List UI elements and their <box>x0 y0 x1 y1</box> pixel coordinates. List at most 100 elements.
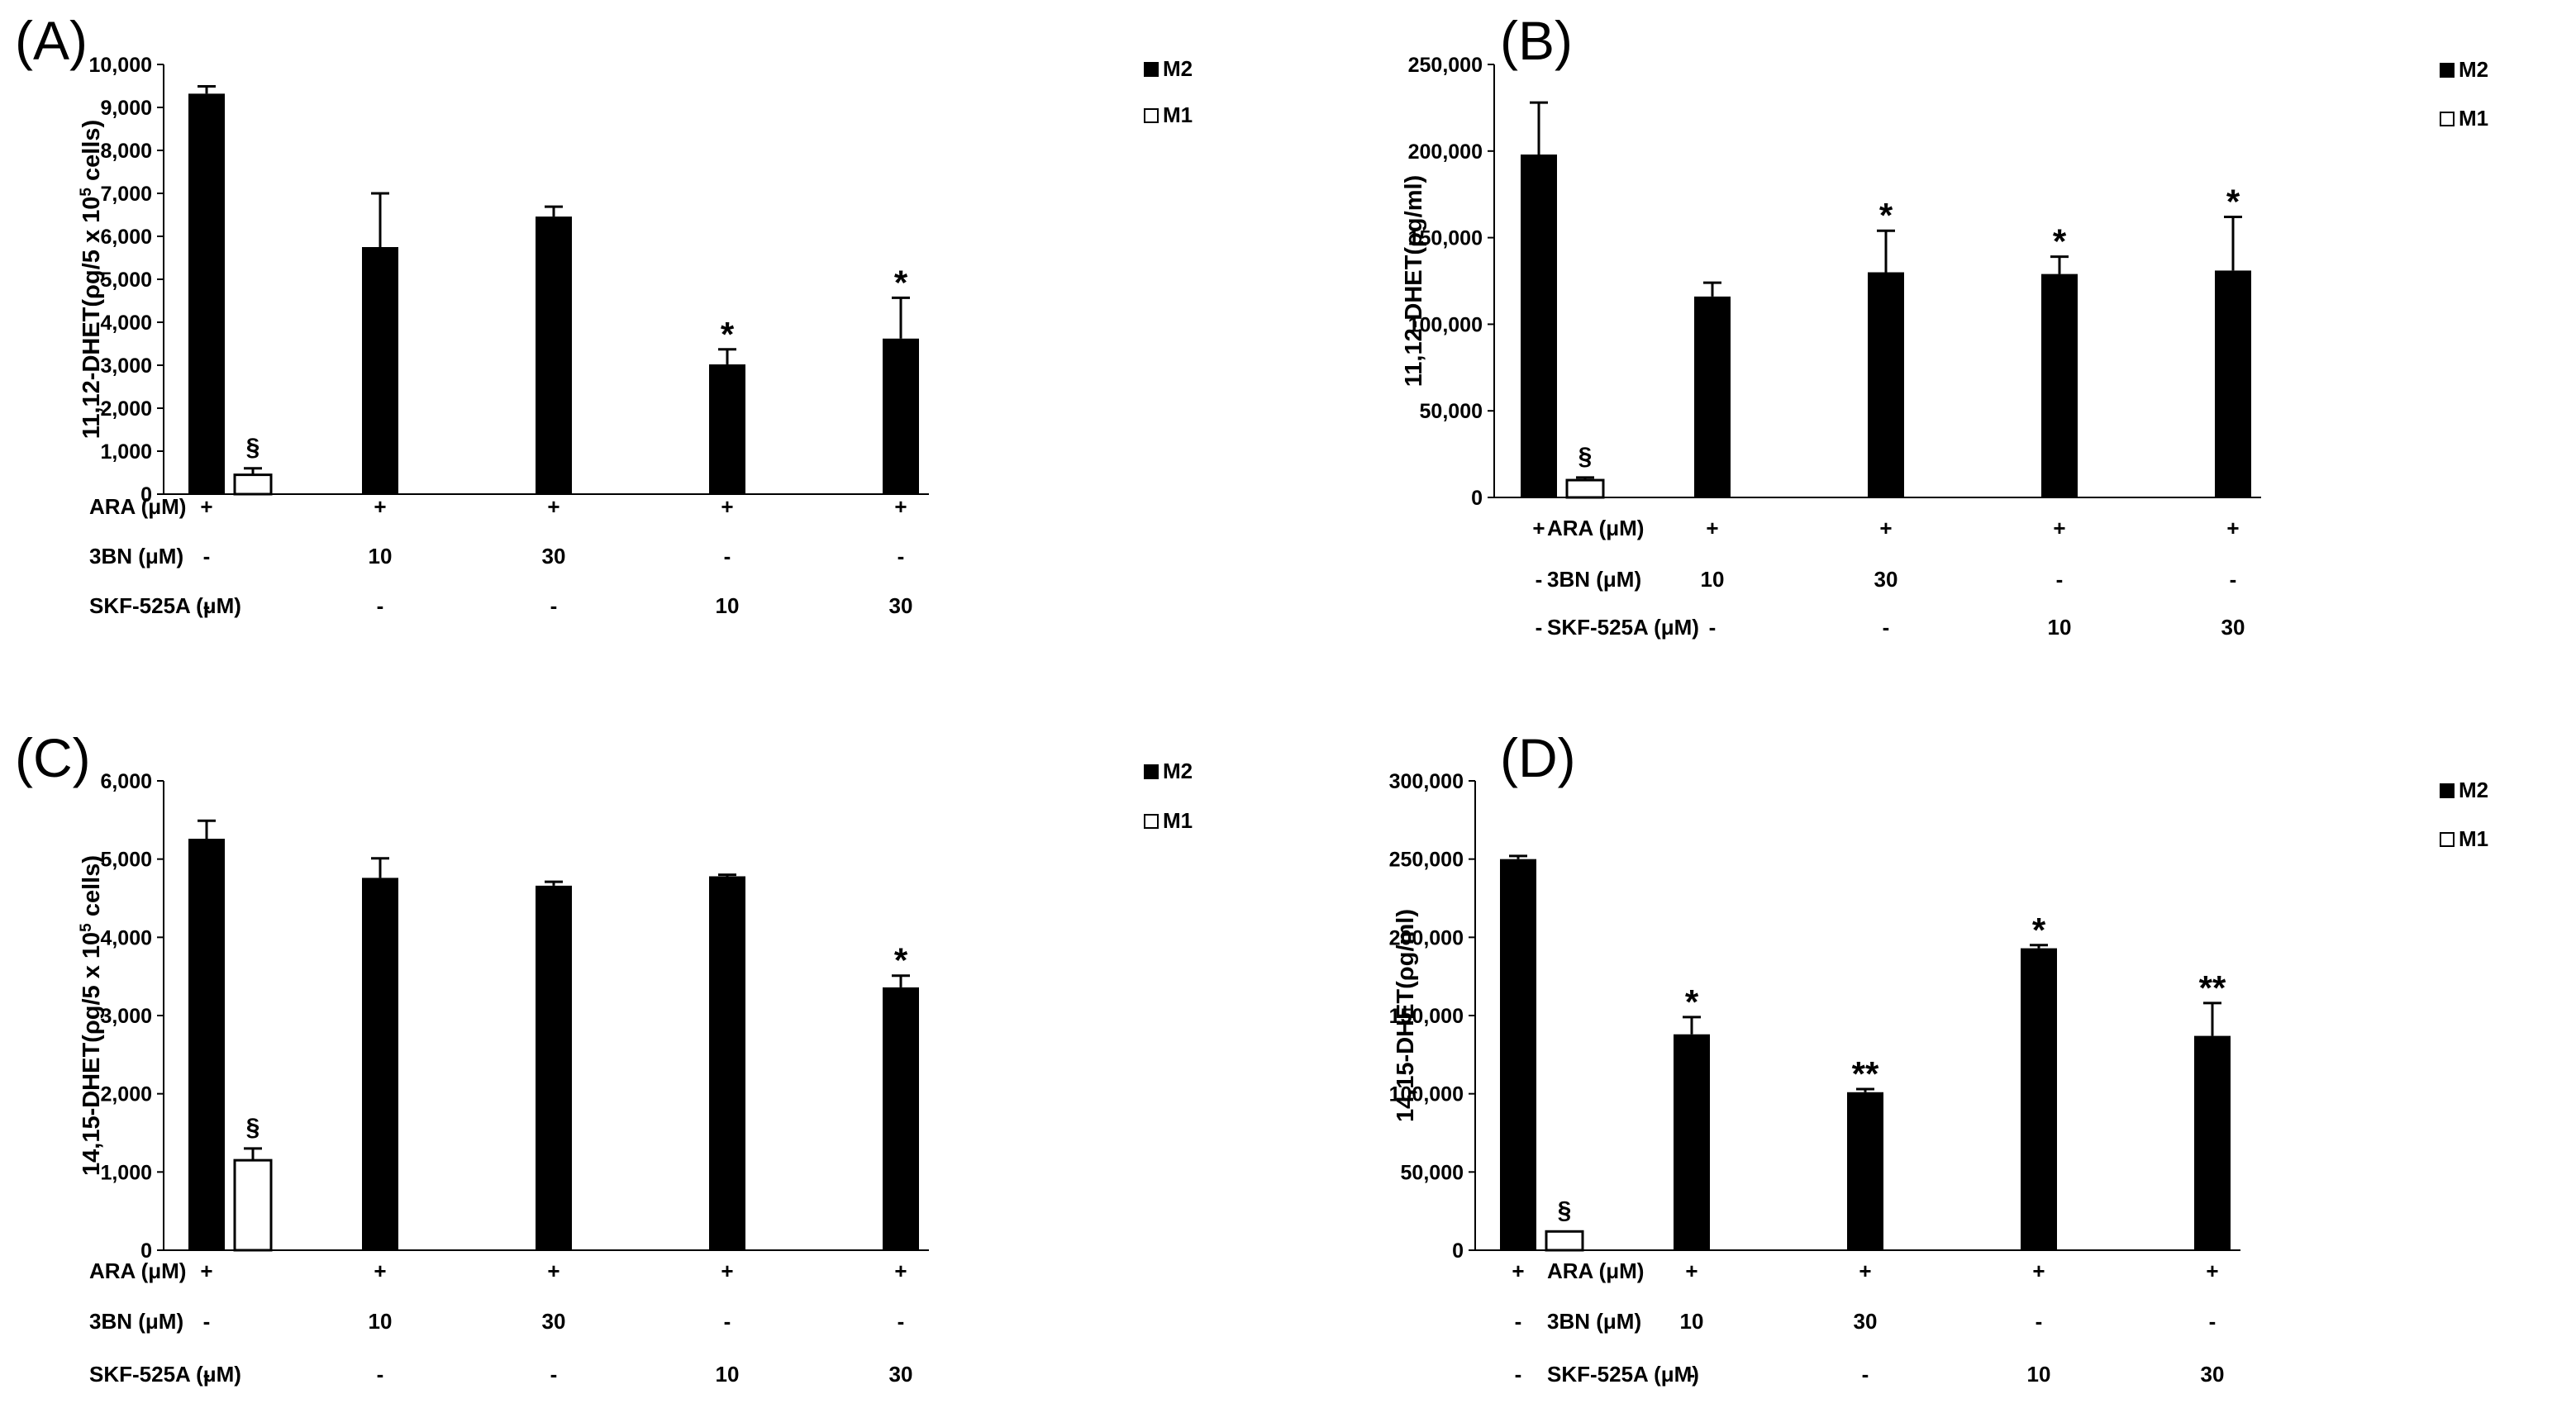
bar-m2-group-1 <box>1500 859 1536 1250</box>
condition-value: 10 <box>716 593 740 618</box>
condition-value: + <box>1706 516 1718 540</box>
legend-label-m1: M1 <box>2459 826 2488 851</box>
condition-label: 3BN (μM) <box>1547 1309 1641 1334</box>
bar-m2-group-3 <box>536 216 572 494</box>
bar-m1-group-1 <box>1545 1230 1584 1252</box>
condition-value: + <box>721 1258 733 1283</box>
bar-m2-group-2 <box>362 247 398 494</box>
condition-value: + <box>547 1258 559 1283</box>
condition-value: 10 <box>1680 1309 1704 1334</box>
condition-value: - <box>1709 615 1717 640</box>
condition-label: ARA (μM) <box>89 1258 186 1283</box>
bar-m2-group-2 <box>1694 296 1731 497</box>
condition-value: + <box>2226 516 2239 540</box>
significance-mark-star: * <box>2226 182 2240 221</box>
condition-value: 30 <box>889 593 913 618</box>
y-tick-label: 1,000 <box>100 440 152 464</box>
condition-value: - <box>2036 1309 2043 1334</box>
y-tick-label: 5,000 <box>100 269 152 292</box>
legend-swatch-m1 <box>2440 832 2455 847</box>
panel-label-d: (D) <box>1500 727 1576 788</box>
y-axis-title: 14,15-DHET(ρg/ml) <box>1393 909 1419 1122</box>
significance-mark-section: § <box>246 1114 260 1141</box>
bar-m2-group-5 <box>2215 270 2251 497</box>
condition-value: 30 <box>542 1309 566 1334</box>
legend-label-m2: M2 <box>1163 56 1193 81</box>
condition-value: + <box>2206 1258 2218 1283</box>
significance-mark-section: § <box>1558 1197 1572 1224</box>
y-tick-label: 250,000 <box>1389 849 1464 872</box>
condition-value: - <box>1536 615 1543 640</box>
significance-mark-star: * <box>2032 911 2046 949</box>
bar-m1-group-1 <box>1565 478 1605 499</box>
y-tick-label: 10,000 <box>89 54 152 77</box>
bar-m2-group-5 <box>883 987 919 1250</box>
significance-mark-star: * <box>894 941 908 980</box>
condition-value: - <box>1536 567 1543 592</box>
condition-value: + <box>374 1258 386 1283</box>
condition-value: 10 <box>2048 615 2072 640</box>
y-tick-label: 5,000 <box>100 849 152 872</box>
legend-label-m2: M2 <box>2459 778 2488 802</box>
condition-label: SKF-525A (μM) <box>1547 1362 1699 1387</box>
y-tick-label: 6,000 <box>100 770 152 793</box>
condition-label: ARA (μM) <box>1547 516 1644 540</box>
significance-mark-star: * <box>721 315 735 354</box>
condition-value: + <box>721 494 733 519</box>
legend-swatch-m2 <box>2440 63 2455 78</box>
condition-value: - <box>724 1309 731 1334</box>
y-axis-title: 11,12-DHET(ρg/5 x 105 cells) <box>78 120 106 439</box>
significance-mark-star: * <box>2053 222 2067 261</box>
y-tick-label: 250,000 <box>1408 54 1483 77</box>
legend-label-m2: M2 <box>1163 759 1193 783</box>
condition-value: - <box>550 1362 558 1387</box>
condition-value: - <box>203 593 211 618</box>
bar-m2-group-5 <box>883 338 919 494</box>
condition-value: - <box>550 593 558 618</box>
condition-value: + <box>1879 516 1892 540</box>
condition-value: 10 <box>716 1362 740 1387</box>
condition-value: + <box>547 494 559 519</box>
condition-value: + <box>200 1258 212 1283</box>
panel-a: (A) 0 1,000 2,000 3,000 4,000 5,000 6,000 7,000 8… <box>0 0 1289 661</box>
condition-value: 30 <box>1854 1309 1878 1334</box>
condition-value: + <box>1532 516 1545 540</box>
bar-m2-group-2 <box>362 878 398 1250</box>
bar-m2-group-3 <box>1868 272 1904 497</box>
y-tick-label: 150,000 <box>1389 1005 1464 1028</box>
chart-d: (D) 0 50,000 100,000 150,000 200,000 250,000 30… <box>1389 727 2489 1387</box>
y-tick-label: 300,000 <box>1389 770 1464 793</box>
condition-value: + <box>1512 1258 1524 1283</box>
y-tick-label: 200,000 <box>1389 926 1464 949</box>
condition-value: 10 <box>2027 1362 2051 1387</box>
y-tick-label: 7,000 <box>100 183 152 206</box>
significance-mark-section: § <box>246 434 260 461</box>
y-tick-label: 2,000 <box>100 397 152 421</box>
panel-label-b: (B) <box>1500 10 1573 71</box>
condition-value: - <box>377 593 384 618</box>
condition-value: - <box>1515 1309 1522 1334</box>
condition-value: - <box>203 1309 211 1334</box>
condition-value: + <box>1685 1258 1697 1283</box>
condition-label: SKF-525A (μM) <box>89 593 241 618</box>
condition-value: 30 <box>542 544 566 569</box>
legend-swatch-m2 <box>1144 62 1159 77</box>
condition-label: ARA (μM) <box>89 494 186 519</box>
bar-m1-group-1 <box>233 473 273 496</box>
y-tick-label: 2,000 <box>100 1083 152 1106</box>
y-tick-label: 150,000 <box>1408 227 1483 250</box>
condition-label: SKF-525A (μM) <box>89 1362 241 1387</box>
condition-value: - <box>1515 1362 1522 1387</box>
bar-m2-group-4 <box>2041 274 2078 497</box>
bar-m2-group-3 <box>1847 1092 1883 1250</box>
y-tick-label: 200,000 <box>1408 140 1483 164</box>
condition-value: - <box>1862 1362 1869 1387</box>
chart-c: (C) 0 1,000 2,000 3,000 4,000 5,000 6,000 14,15-… <box>15 727 1193 1387</box>
significance-mark-star: ** <box>2199 968 2226 1007</box>
legend-label-m1: M1 <box>2459 106 2488 131</box>
bar-m2-group-2 <box>1674 1034 1710 1250</box>
condition-label: 3BN (μM) <box>1547 567 1641 592</box>
condition-label: ARA (μM) <box>1547 1258 1644 1283</box>
y-tick-label: 50,000 <box>1420 400 1483 423</box>
condition-value: - <box>898 1309 905 1334</box>
